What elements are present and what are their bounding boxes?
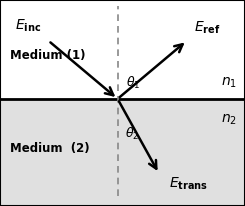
Text: $\mathit{E}_\mathregular{inc}$: $\mathit{E}_\mathregular{inc}$ xyxy=(15,18,41,34)
Text: Medium  (2): Medium (2) xyxy=(10,142,89,155)
Text: $n_1$: $n_1$ xyxy=(220,75,236,90)
Text: $\theta_2$: $\theta_2$ xyxy=(125,126,139,142)
Text: Medium (1): Medium (1) xyxy=(10,49,85,62)
Text: $\mathit{E}_\mathregular{trans}$: $\mathit{E}_\mathregular{trans}$ xyxy=(169,176,208,192)
Text: $\mathit{E}_\mathregular{ref}$: $\mathit{E}_\mathregular{ref}$ xyxy=(194,20,221,36)
Text: $n_2$: $n_2$ xyxy=(220,112,236,127)
Text: $\theta_1$: $\theta_1$ xyxy=(126,75,141,91)
